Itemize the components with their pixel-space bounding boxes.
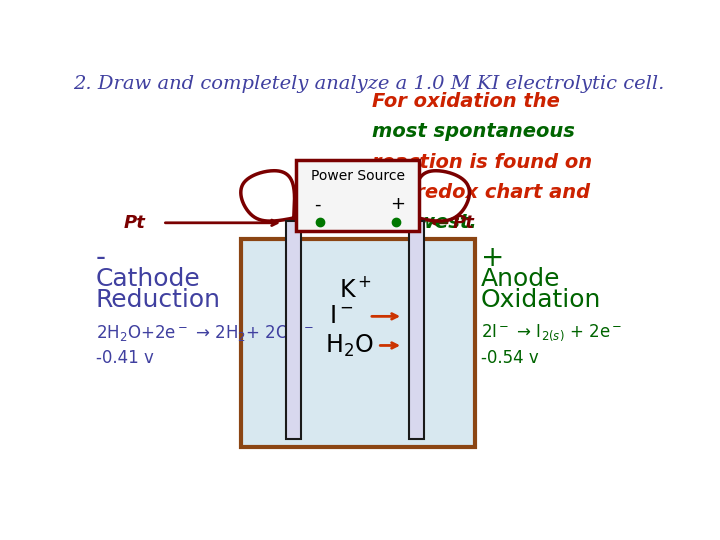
Bar xyxy=(240,239,475,447)
Text: Pt: Pt xyxy=(453,214,474,232)
Text: I$^-$: I$^-$ xyxy=(329,305,354,328)
Text: Reduction: Reduction xyxy=(96,288,220,312)
Bar xyxy=(297,160,419,231)
Text: Anode: Anode xyxy=(481,267,560,291)
Text: For oxidation the: For oxidation the xyxy=(372,92,559,111)
Text: +: + xyxy=(481,244,504,272)
Text: the redox chart and: the redox chart and xyxy=(372,183,590,202)
Text: -0.41 v: -0.41 v xyxy=(96,349,153,367)
Bar xyxy=(409,221,424,439)
Text: Power Source: Power Source xyxy=(311,168,405,183)
Text: 2. Draw and completely analyze a 1.0 M KI electrolytic cell.: 2. Draw and completely analyze a 1.0 M K… xyxy=(73,75,665,93)
Text: 2H$_2$O+2e$^-$ → 2H$_2$+ 2OH$^-$: 2H$_2$O+2e$^-$ → 2H$_2$+ 2OH$^-$ xyxy=(96,323,313,343)
Text: 2I$^-$ → I$_{2(s)}$ + 2e$^-$: 2I$^-$ → I$_{2(s)}$ + 2e$^-$ xyxy=(481,323,622,343)
Text: -: - xyxy=(96,244,106,272)
Text: Oxidation: Oxidation xyxy=(481,288,601,312)
Text: most spontaneous: most spontaneous xyxy=(372,122,575,141)
Text: Cathode: Cathode xyxy=(96,267,200,291)
Text: -: - xyxy=(315,195,321,213)
Text: reaction is found on: reaction is found on xyxy=(372,152,592,172)
Text: Pt: Pt xyxy=(124,214,145,232)
Text: K$^+$: K$^+$ xyxy=(338,277,372,302)
Bar xyxy=(286,221,302,439)
Text: H$_2$O: H$_2$O xyxy=(325,332,374,359)
Text: +: + xyxy=(390,195,405,213)
Text: is lowest.: is lowest. xyxy=(372,213,477,232)
Text: -0.54 v: -0.54 v xyxy=(481,349,539,367)
